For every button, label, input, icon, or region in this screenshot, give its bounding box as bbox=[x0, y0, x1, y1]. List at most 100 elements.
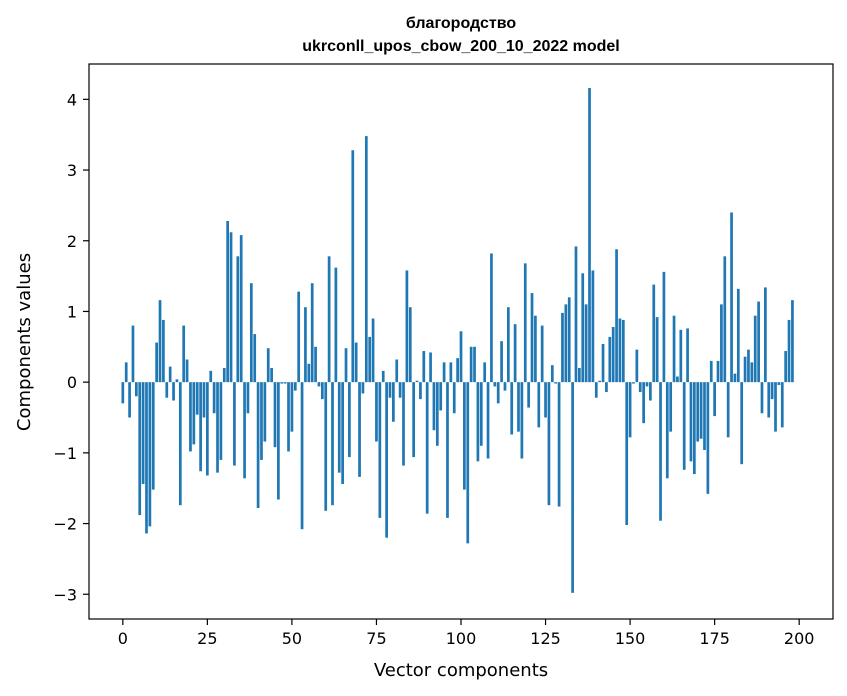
bar-188 bbox=[757, 301, 760, 383]
bar-125 bbox=[544, 382, 547, 418]
bar-110 bbox=[493, 382, 497, 387]
bar-88 bbox=[419, 382, 422, 400]
bar-84 bbox=[405, 270, 409, 383]
bar-33 bbox=[233, 382, 236, 466]
bar-195 bbox=[780, 382, 784, 428]
bar-27 bbox=[212, 382, 216, 414]
bar-142 bbox=[601, 343, 605, 383]
bar-178 bbox=[723, 256, 727, 383]
bar-12 bbox=[162, 319, 165, 383]
bar-100 bbox=[459, 331, 463, 383]
bar-43 bbox=[266, 348, 270, 383]
bar-149 bbox=[625, 382, 629, 525]
bar-111 bbox=[496, 382, 500, 404]
bar-127 bbox=[550, 365, 554, 383]
bar-30 bbox=[222, 368, 226, 383]
bar-187 bbox=[753, 315, 757, 383]
bar-71 bbox=[361, 382, 365, 394]
bar-53 bbox=[300, 382, 304, 530]
bar-182 bbox=[736, 288, 740, 383]
bar-17 bbox=[178, 382, 182, 506]
bar-124 bbox=[540, 325, 544, 383]
bar-190 bbox=[764, 287, 767, 383]
bar-4 bbox=[134, 382, 138, 397]
bar-158 bbox=[655, 317, 659, 383]
bar-42 bbox=[263, 382, 267, 442]
bar-145 bbox=[611, 327, 615, 383]
bar-36 bbox=[243, 382, 246, 479]
bar-162 bbox=[669, 382, 673, 432]
bar-52 bbox=[297, 291, 301, 383]
bar-128 bbox=[554, 382, 558, 384]
bar-31 bbox=[226, 220, 230, 383]
bar-186 bbox=[750, 362, 754, 383]
bar-11 bbox=[158, 300, 162, 383]
bar-86 bbox=[412, 382, 416, 458]
bar-166 bbox=[682, 382, 686, 470]
bar-14 bbox=[168, 366, 172, 383]
bar-168 bbox=[689, 382, 693, 462]
bar-156 bbox=[649, 382, 652, 401]
bar-78 bbox=[385, 382, 388, 538]
bar-91 bbox=[429, 352, 432, 383]
bar-113 bbox=[503, 382, 507, 391]
bar-64 bbox=[337, 382, 341, 473]
bar-136 bbox=[581, 273, 585, 383]
bar-174 bbox=[709, 360, 713, 383]
bar-120 bbox=[527, 382, 530, 408]
bar-2 bbox=[128, 382, 131, 418]
bar-23 bbox=[199, 382, 202, 472]
bar-65 bbox=[341, 382, 344, 484]
y-tick-label: 3 bbox=[67, 161, 77, 180]
bar-89 bbox=[422, 351, 426, 383]
bar-85 bbox=[408, 307, 412, 383]
bar-7 bbox=[145, 382, 148, 534]
bar-105 bbox=[476, 382, 480, 462]
bar-9 bbox=[151, 382, 155, 490]
bar-150 bbox=[628, 382, 632, 438]
bar-143 bbox=[605, 382, 608, 393]
x-tick-label: 0 bbox=[118, 629, 128, 648]
x-tick-label: 125 bbox=[530, 629, 561, 648]
bar-98 bbox=[452, 382, 456, 414]
bar-169 bbox=[692, 382, 696, 475]
bar-57 bbox=[314, 346, 317, 383]
bar-140 bbox=[594, 382, 598, 398]
bar-132 bbox=[567, 297, 571, 383]
bar-196 bbox=[784, 351, 788, 383]
bar-193 bbox=[774, 382, 777, 432]
bar-28 bbox=[216, 382, 219, 473]
bar-167 bbox=[686, 328, 689, 383]
bar-92 bbox=[432, 382, 436, 431]
bar-117 bbox=[517, 382, 520, 432]
bar-68 bbox=[351, 150, 355, 383]
bar-25 bbox=[206, 382, 209, 476]
bar-5 bbox=[138, 382, 142, 516]
bar-197 bbox=[787, 319, 791, 383]
bar-76 bbox=[378, 382, 382, 518]
bar-16 bbox=[175, 379, 179, 383]
bar-119 bbox=[523, 263, 527, 383]
bar-191 bbox=[767, 382, 771, 418]
bar-series bbox=[121, 88, 794, 593]
bar-160 bbox=[662, 271, 666, 383]
bar-155 bbox=[645, 382, 649, 387]
bar-183 bbox=[740, 382, 744, 465]
x-tick-label: 50 bbox=[282, 629, 302, 648]
bar-81 bbox=[395, 359, 399, 383]
bar-77 bbox=[381, 370, 385, 383]
bar-50 bbox=[290, 382, 294, 432]
bar-79 bbox=[388, 382, 392, 398]
bar-161 bbox=[665, 382, 669, 479]
bar-49 bbox=[287, 382, 290, 452]
bar-116 bbox=[513, 324, 517, 383]
bar-0 bbox=[121, 382, 125, 404]
bar-157 bbox=[652, 284, 656, 383]
bar-44 bbox=[270, 368, 273, 383]
bar-131 bbox=[564, 304, 568, 383]
bar-181 bbox=[733, 373, 737, 383]
x-tick-label: 150 bbox=[615, 629, 646, 648]
bar-135 bbox=[578, 368, 581, 383]
bar-21 bbox=[192, 382, 196, 445]
bar-153 bbox=[638, 382, 642, 393]
